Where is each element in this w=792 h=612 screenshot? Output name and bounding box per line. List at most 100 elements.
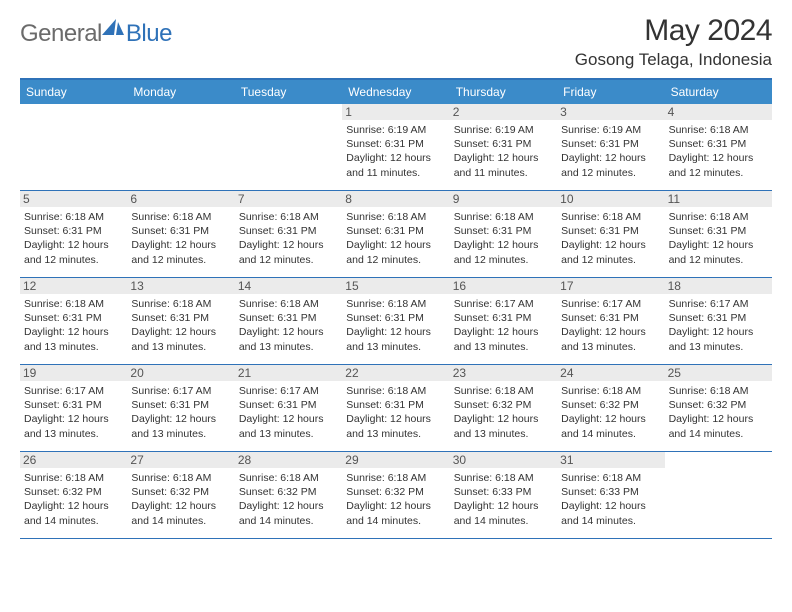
day-header-thursday: Thursday xyxy=(450,80,557,104)
day-info: Sunrise: 6:18 AMSunset: 6:31 PMDaylight:… xyxy=(239,210,338,267)
calendar-cell: 15Sunrise: 6:18 AMSunset: 6:31 PMDayligh… xyxy=(342,278,449,364)
calendar-cell: 29 Sunrise: 6:18 AMSunset: 6:32 PMDayligh… xyxy=(342,452,449,538)
day-info: Sunrise: 6:18 AMSunset: 6:31 PMDaylight:… xyxy=(454,210,553,267)
day-info: Sunrise: 6:19 AMSunset: 6:31 PMDaylight:… xyxy=(346,123,445,180)
day-number: 15 xyxy=(342,278,449,294)
calendar-cell: 19 Sunrise: 6:17 AMSunset: 6:31 PMDayligh… xyxy=(20,365,127,451)
weeks-container: 1 Sunrise: 6:19 AMSunset: 6:31 PMDaylight… xyxy=(20,104,772,539)
calendar-cell xyxy=(20,104,127,190)
day-number: 26 xyxy=(20,452,127,468)
calendar-cell: 31Sunrise: 6:18 AMSunset: 6:33 PMDayligh… xyxy=(557,452,664,538)
day-info: Sunrise: 6:17 AMSunset: 6:31 PMDaylight:… xyxy=(561,297,660,354)
calendar-cell: 1 Sunrise: 6:19 AMSunset: 6:31 PMDaylight… xyxy=(342,104,449,190)
day-info: Sunrise: 6:18 AMSunset: 6:33 PMDaylight:… xyxy=(454,471,553,528)
calendar-cell: 26 Sunrise: 6:18 AMSunset: 6:32 PMDayligh… xyxy=(20,452,127,538)
calendar-cell: 17Sunrise: 6:17 AMSunset: 6:31 PMDayligh… xyxy=(557,278,664,364)
day-info: Sunrise: 6:18 AMSunset: 6:32 PMDaylight:… xyxy=(131,471,230,528)
calendar-cell: 10 Sunrise: 6:18 AMSunset: 6:31 PMDayligh… xyxy=(557,191,664,277)
calendar-page: General Blue May 2024 Gosong Telaga, Ind… xyxy=(0,0,792,539)
day-info: Sunrise: 6:18 AMSunset: 6:31 PMDaylight:… xyxy=(346,384,445,441)
day-number: 10 xyxy=(557,191,664,207)
day-header-sunday: Sunday xyxy=(20,80,127,104)
day-number: 20 xyxy=(127,365,234,381)
day-header-row: Sunday Monday Tuesday Wednesday Thursday… xyxy=(20,80,772,104)
day-number: 18 xyxy=(665,278,772,294)
day-number: 7 xyxy=(235,191,342,207)
calendar-cell xyxy=(235,104,342,190)
logo-text-blue: Blue xyxy=(126,20,172,48)
day-number: 29 xyxy=(342,452,449,468)
calendar-cell: 2Sunrise: 6:19 AMSunset: 6:31 PMDaylight… xyxy=(450,104,557,190)
week-row: 1 Sunrise: 6:19 AMSunset: 6:31 PMDaylight… xyxy=(20,104,772,191)
calendar-cell: 23 Sunrise: 6:18 AMSunset: 6:32 PMDayligh… xyxy=(450,365,557,451)
day-number: 19 xyxy=(20,365,127,381)
day-info: Sunrise: 6:18 AMSunset: 6:31 PMDaylight:… xyxy=(131,210,230,267)
logo: General Blue xyxy=(20,14,172,48)
day-number: 2 xyxy=(450,104,557,120)
calendar-cell: 4Sunrise: 6:18 AMSunset: 6:31 PMDaylight… xyxy=(665,104,772,190)
day-number: 16 xyxy=(450,278,557,294)
logo-text-general: General xyxy=(20,20,102,48)
day-number: 3 xyxy=(557,104,664,120)
day-number: 8 xyxy=(342,191,449,207)
calendar-table: Sunday Monday Tuesday Wednesday Thursday… xyxy=(20,78,772,539)
day-info: Sunrise: 6:17 AMSunset: 6:31 PMDaylight:… xyxy=(131,384,230,441)
day-info: Sunrise: 6:18 AMSunset: 6:32 PMDaylight:… xyxy=(454,384,553,441)
calendar-cell: 6Sunrise: 6:18 AMSunset: 6:31 PMDaylight… xyxy=(127,191,234,277)
calendar-cell: 27 Sunrise: 6:18 AMSunset: 6:32 PMDayligh… xyxy=(127,452,234,538)
day-info: Sunrise: 6:18 AMSunset: 6:32 PMDaylight:… xyxy=(24,471,123,528)
day-number: 5 xyxy=(20,191,127,207)
calendar-cell: 7 Sunrise: 6:18 AMSunset: 6:31 PMDaylight… xyxy=(235,191,342,277)
day-info: Sunrise: 6:17 AMSunset: 6:31 PMDaylight:… xyxy=(669,297,768,354)
calendar-cell xyxy=(127,104,234,190)
calendar-cell: 8 Sunrise: 6:18 AMSunset: 6:31 PMDaylight… xyxy=(342,191,449,277)
day-info: Sunrise: 6:17 AMSunset: 6:31 PMDaylight:… xyxy=(239,384,338,441)
calendar-cell: 22 Sunrise: 6:18 AMSunset: 6:31 PMDayligh… xyxy=(342,365,449,451)
day-info: Sunrise: 6:18 AMSunset: 6:31 PMDaylight:… xyxy=(561,210,660,267)
calendar-cell: 21 Sunrise: 6:17 AMSunset: 6:31 PMDayligh… xyxy=(235,365,342,451)
calendar-cell: 14Sunrise: 6:18 AMSunset: 6:31 PMDayligh… xyxy=(235,278,342,364)
day-number: 28 xyxy=(235,452,342,468)
day-info: Sunrise: 6:17 AMSunset: 6:31 PMDaylight:… xyxy=(24,384,123,441)
calendar-cell: 16Sunrise: 6:17 AMSunset: 6:31 PMDayligh… xyxy=(450,278,557,364)
day-number: 13 xyxy=(127,278,234,294)
calendar-cell: 5Sunrise: 6:18 AMSunset: 6:31 PMDaylight… xyxy=(20,191,127,277)
week-row: 12Sunrise: 6:18 AMSunset: 6:31 PMDayligh… xyxy=(20,278,772,365)
sail-icon xyxy=(102,19,124,37)
day-info: Sunrise: 6:18 AMSunset: 6:32 PMDaylight:… xyxy=(346,471,445,528)
day-info: Sunrise: 6:18 AMSunset: 6:31 PMDaylight:… xyxy=(669,123,768,180)
day-number: 9 xyxy=(450,191,557,207)
day-info: Sunrise: 6:18 AMSunset: 6:31 PMDaylight:… xyxy=(669,210,768,267)
day-number: 21 xyxy=(235,365,342,381)
calendar-cell: 20 Sunrise: 6:17 AMSunset: 6:31 PMDayligh… xyxy=(127,365,234,451)
day-number: 12 xyxy=(20,278,127,294)
day-info: Sunrise: 6:18 AMSunset: 6:32 PMDaylight:… xyxy=(561,384,660,441)
day-number: 31 xyxy=(557,452,664,468)
day-header-saturday: Saturday xyxy=(665,80,772,104)
day-number: 25 xyxy=(665,365,772,381)
day-info: Sunrise: 6:18 AMSunset: 6:32 PMDaylight:… xyxy=(669,384,768,441)
day-info: Sunrise: 6:19 AMSunset: 6:31 PMDaylight:… xyxy=(561,123,660,180)
calendar-cell: 13 Sunrise: 6:18 AMSunset: 6:31 PMDayligh… xyxy=(127,278,234,364)
day-info: Sunrise: 6:18 AMSunset: 6:31 PMDaylight:… xyxy=(131,297,230,354)
week-row: 19Sunrise: 6:17 AMSunset: 6:31 PMDayligh… xyxy=(20,365,772,452)
day-number: 24 xyxy=(557,365,664,381)
day-number: 30 xyxy=(450,452,557,468)
day-info: Sunrise: 6:18 AMSunset: 6:31 PMDaylight:… xyxy=(239,297,338,354)
calendar-cell: 18 Sunrise: 6:17 AMSunset: 6:31 PMDayligh… xyxy=(665,278,772,364)
day-number: 22 xyxy=(342,365,449,381)
day-header-tuesday: Tuesday xyxy=(235,80,342,104)
day-header-monday: Monday xyxy=(127,80,234,104)
calendar-cell: 3 Sunrise: 6:19 AMSunset: 6:31 PMDaylight… xyxy=(557,104,664,190)
day-number: 23 xyxy=(450,365,557,381)
header-row: General Blue May 2024 Gosong Telaga, Ind… xyxy=(20,14,772,70)
day-info: Sunrise: 6:18 AMSunset: 6:31 PMDaylight:… xyxy=(346,210,445,267)
calendar-cell: 11Sunrise: 6:18 AMSunset: 6:31 PMDayligh… xyxy=(665,191,772,277)
day-number: 27 xyxy=(127,452,234,468)
week-row: 5Sunrise: 6:18 AMSunset: 6:31 PMDaylight… xyxy=(20,191,772,278)
calendar-cell: 9 Sunrise: 6:18 AMSunset: 6:31 PMDaylight… xyxy=(450,191,557,277)
day-number: 1 xyxy=(342,104,449,120)
calendar-cell: 24 Sunrise: 6:18 AMSunset: 6:32 PMDayligh… xyxy=(557,365,664,451)
day-info: Sunrise: 6:18 AMSunset: 6:32 PMDaylight:… xyxy=(239,471,338,528)
calendar-cell: 12Sunrise: 6:18 AMSunset: 6:31 PMDayligh… xyxy=(20,278,127,364)
